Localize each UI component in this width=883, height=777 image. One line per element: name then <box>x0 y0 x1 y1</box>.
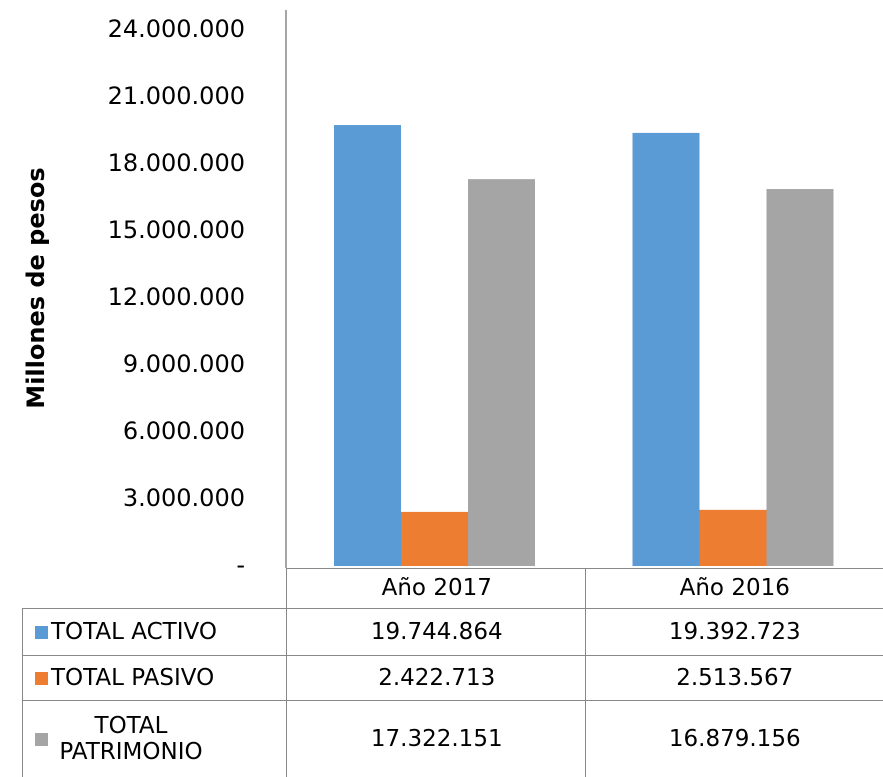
y-tick-label: 15.000.000 <box>108 216 245 244</box>
data-label: 2.513.567 <box>584 655 883 700</box>
y-tick-label: 9.000.000 <box>123 350 245 378</box>
y-tick-label: 24.000.000 <box>108 15 245 43</box>
y-tick-label: 21.000.000 <box>108 82 245 110</box>
x-tick-label: Año 2016 <box>584 568 883 608</box>
y-tick-label: 6.000.000 <box>123 417 245 445</box>
x-tick-label: Año 2017 <box>286 568 587 608</box>
legend-key <box>35 732 48 746</box>
bar <box>334 125 401 566</box>
bar <box>766 189 834 567</box>
legend-key <box>35 671 48 685</box>
y-tick-label: - <box>236 551 245 579</box>
y-axis-label: Millones de pesos <box>22 167 50 408</box>
data-label: 16.879.156 <box>584 700 883 777</box>
legend-label: TOTAL PASIVO <box>51 664 215 691</box>
data-label: 2.422.713 <box>286 655 587 700</box>
legend-entry: TOTAL PATRIMONIO <box>22 700 286 777</box>
y-tick-label: 18.000.000 <box>108 149 245 177</box>
bar <box>632 132 700 566</box>
legend-entry: TOTAL PASIVO <box>22 655 286 700</box>
legend-label: TOTAL PATRIMONIO <box>59 712 203 765</box>
legend-key <box>35 625 48 639</box>
data-label: 19.744.864 <box>286 608 587 655</box>
y-tick-label: 12.000.000 <box>108 283 245 311</box>
data-label: 17.322.151 <box>286 700 587 777</box>
y-tick-label: 3.000.000 <box>123 484 245 512</box>
bar <box>468 179 535 567</box>
data-label: 19.392.723 <box>584 608 883 655</box>
legend-label: TOTAL ACTIVO <box>51 618 217 645</box>
bar <box>699 509 767 566</box>
legend-entry: TOTAL ACTIVO <box>22 608 286 655</box>
bar <box>401 511 468 566</box>
